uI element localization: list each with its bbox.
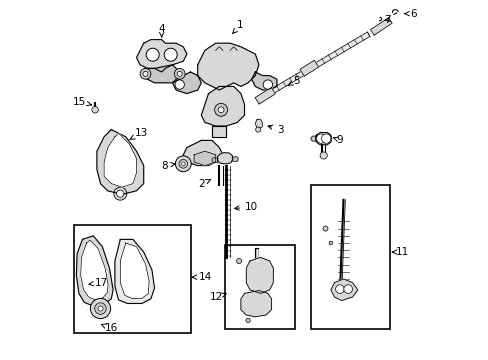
Bar — [224, 245, 294, 329]
Circle shape — [343, 285, 352, 293]
Text: 2: 2 — [198, 179, 210, 189]
Polygon shape — [172, 72, 201, 94]
Circle shape — [320, 152, 326, 159]
Circle shape — [322, 226, 327, 231]
Polygon shape — [104, 133, 136, 187]
Text: 12: 12 — [209, 292, 226, 302]
Polygon shape — [147, 65, 179, 83]
Circle shape — [95, 303, 106, 314]
Polygon shape — [370, 18, 391, 35]
Polygon shape — [217, 153, 232, 164]
Polygon shape — [246, 257, 273, 293]
Text: 6: 6 — [404, 9, 416, 19]
Polygon shape — [255, 87, 275, 104]
Polygon shape — [241, 291, 271, 317]
Circle shape — [114, 187, 126, 200]
Text: 8: 8 — [161, 161, 175, 171]
Polygon shape — [251, 72, 276, 90]
Circle shape — [328, 241, 332, 245]
Polygon shape — [315, 132, 331, 145]
Bar — [310, 185, 389, 329]
Text: 10: 10 — [234, 202, 258, 212]
Polygon shape — [201, 86, 244, 126]
Text: 17: 17 — [89, 278, 108, 288]
Polygon shape — [194, 151, 215, 166]
Polygon shape — [212, 126, 226, 137]
Circle shape — [179, 159, 187, 168]
Circle shape — [175, 80, 184, 89]
Circle shape — [218, 107, 224, 113]
Text: 15: 15 — [73, 96, 91, 107]
Text: 4: 4 — [158, 24, 164, 37]
Polygon shape — [97, 130, 143, 194]
Polygon shape — [120, 243, 149, 298]
Text: 3: 3 — [267, 125, 283, 135]
Circle shape — [316, 134, 325, 143]
Circle shape — [236, 258, 241, 264]
Polygon shape — [299, 60, 318, 76]
Circle shape — [90, 298, 110, 319]
Polygon shape — [330, 279, 357, 301]
Text: 13: 13 — [129, 128, 148, 140]
Polygon shape — [232, 157, 238, 162]
Circle shape — [321, 134, 330, 143]
Circle shape — [174, 68, 185, 79]
Circle shape — [92, 107, 98, 113]
Polygon shape — [136, 40, 186, 72]
Polygon shape — [115, 239, 154, 303]
Text: 11: 11 — [391, 247, 408, 257]
Circle shape — [177, 71, 182, 76]
Circle shape — [245, 318, 250, 323]
Polygon shape — [197, 43, 258, 90]
Circle shape — [117, 190, 123, 197]
Text: 7: 7 — [384, 15, 390, 25]
Circle shape — [263, 80, 272, 89]
Circle shape — [181, 162, 185, 166]
Text: 1: 1 — [232, 20, 244, 33]
Polygon shape — [270, 32, 369, 94]
Circle shape — [142, 71, 148, 76]
Bar — [73, 225, 190, 333]
Polygon shape — [76, 236, 113, 306]
Text: 9: 9 — [333, 135, 342, 145]
Circle shape — [335, 285, 344, 293]
Circle shape — [164, 48, 177, 61]
Circle shape — [175, 156, 191, 172]
Circle shape — [146, 48, 159, 61]
Text: 5: 5 — [287, 76, 299, 86]
Polygon shape — [212, 158, 218, 163]
Text: 14: 14 — [192, 272, 211, 282]
Circle shape — [255, 127, 260, 132]
Polygon shape — [310, 136, 315, 141]
Circle shape — [98, 306, 103, 311]
Polygon shape — [183, 140, 223, 166]
Polygon shape — [81, 240, 108, 300]
Polygon shape — [255, 120, 262, 128]
Circle shape — [214, 103, 227, 116]
Circle shape — [140, 68, 151, 79]
Text: 16: 16 — [101, 323, 118, 333]
